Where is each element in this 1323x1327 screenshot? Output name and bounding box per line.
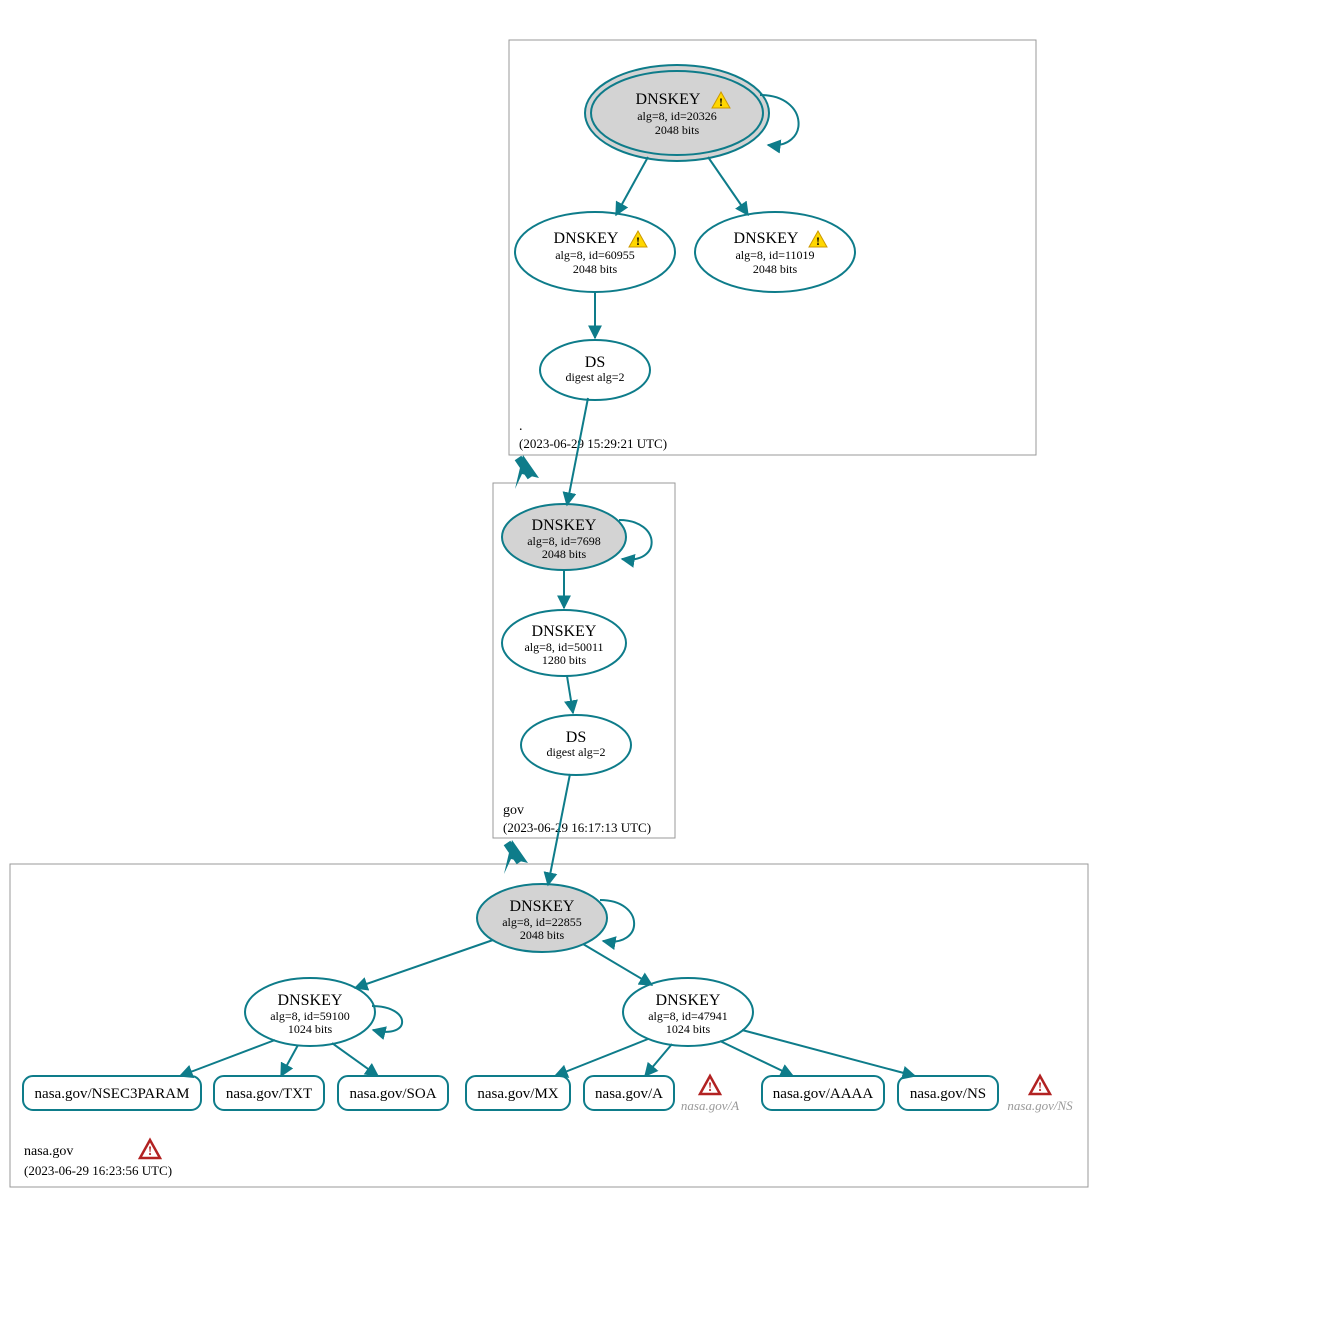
zone-ts-nasa: (2023-06-29 16:23:56 UTC) bbox=[24, 1163, 172, 1178]
node-root-zsk2: DNSKEY ! alg=8, id=11019 2048 bits bbox=[695, 212, 855, 292]
svg-text:alg=8, id=11019: alg=8, id=11019 bbox=[735, 248, 814, 262]
svg-text:DNSKEY: DNSKEY bbox=[554, 230, 619, 247]
svg-text:!: ! bbox=[816, 234, 820, 248]
svg-text:1280 bits: 1280 bits bbox=[542, 653, 587, 667]
edge bbox=[583, 944, 652, 985]
svg-text:DS: DS bbox=[585, 354, 605, 371]
svg-text:!: ! bbox=[708, 1079, 712, 1094]
node-root-zsk1: DNSKEY ! alg=8, id=60955 2048 bits bbox=[515, 212, 675, 292]
svg-text:DS: DS bbox=[566, 729, 586, 746]
zone-label-gov: gov bbox=[503, 803, 524, 818]
node-root-ds: DS digest alg=2 bbox=[540, 340, 650, 400]
edge bbox=[720, 1041, 793, 1076]
insecure-a-label: nasa.gov/A bbox=[681, 1098, 739, 1113]
zone-ts-root: (2023-06-29 15:29:21 UTC) bbox=[519, 436, 667, 451]
rr-txt: nasa.gov/TXT bbox=[214, 1076, 324, 1110]
svg-text:2048 bits: 2048 bits bbox=[520, 928, 565, 942]
svg-text:nasa.gov/AAAA: nasa.gov/AAAA bbox=[773, 1086, 874, 1102]
node-nasa-ksk: DNSKEY alg=8, id=22855 2048 bits bbox=[477, 884, 607, 952]
svg-text:!: ! bbox=[1038, 1079, 1042, 1094]
svg-text:2048 bits: 2048 bits bbox=[753, 262, 798, 276]
edge bbox=[567, 676, 573, 713]
svg-text:1024 bits: 1024 bits bbox=[288, 1022, 333, 1036]
svg-text:digest alg=2: digest alg=2 bbox=[565, 370, 624, 384]
svg-text:2048 bits: 2048 bits bbox=[573, 262, 618, 276]
insecure-ns-label: nasa.gov/NS bbox=[1007, 1098, 1073, 1113]
rr-soa: nasa.gov/SOA bbox=[338, 1076, 448, 1110]
rr-a: nasa.gov/A bbox=[584, 1076, 674, 1110]
svg-text:alg=8, id=59100: alg=8, id=59100 bbox=[270, 1009, 350, 1023]
svg-text:DNSKEY: DNSKEY bbox=[278, 992, 343, 1009]
svg-text:DNSKEY: DNSKEY bbox=[656, 992, 721, 1009]
rr-nsec3param: nasa.gov/NSEC3PARAM bbox=[23, 1076, 201, 1110]
rr-mx: nasa.gov/MX bbox=[466, 1076, 570, 1110]
rr-ns: nasa.gov/NS bbox=[898, 1076, 998, 1110]
edge bbox=[332, 1043, 378, 1076]
svg-text:nasa.gov/SOA: nasa.gov/SOA bbox=[349, 1086, 436, 1102]
node-root-ksk: DNSKEY ! alg=8, id=20326 2048 bits bbox=[585, 65, 769, 161]
insecure-a: ! bbox=[700, 1076, 720, 1094]
svg-text:!: ! bbox=[148, 1143, 152, 1158]
edge bbox=[180, 1040, 275, 1076]
svg-text:DNSKEY: DNSKEY bbox=[636, 91, 701, 108]
svg-text:alg=8, id=60955: alg=8, id=60955 bbox=[555, 248, 635, 262]
node-gov-ds: DS digest alg=2 bbox=[521, 715, 631, 775]
edge bbox=[708, 157, 748, 215]
svg-text:1024 bits: 1024 bits bbox=[666, 1022, 711, 1036]
svg-text:2048 bits: 2048 bits bbox=[542, 547, 587, 561]
node-line2: 2048 bits bbox=[655, 123, 700, 137]
node-nasa-zsk2: DNSKEY alg=8, id=47941 1024 bits bbox=[623, 978, 753, 1046]
svg-text:alg=8, id=7698: alg=8, id=7698 bbox=[527, 534, 601, 548]
edge-selfloop-nasa-zsk1 bbox=[372, 1006, 402, 1032]
svg-text:digest alg=2: digest alg=2 bbox=[546, 745, 605, 759]
edge bbox=[355, 940, 493, 988]
node-gov-ksk: DNSKEY alg=8, id=7698 2048 bits bbox=[502, 504, 626, 570]
zone-ts-gov: (2023-06-29 16:17:13 UTC) bbox=[503, 820, 651, 835]
svg-text:!: ! bbox=[719, 95, 723, 109]
svg-text:DNSKEY: DNSKEY bbox=[734, 230, 799, 247]
svg-text:DNSKEY: DNSKEY bbox=[532, 517, 597, 534]
svg-text:nasa.gov/NSEC3PARAM: nasa.gov/NSEC3PARAM bbox=[35, 1086, 190, 1102]
edge bbox=[616, 157, 648, 215]
svg-text:!: ! bbox=[636, 234, 640, 248]
node-line1: alg=8, id=20326 bbox=[637, 109, 717, 123]
edge bbox=[555, 1039, 648, 1076]
svg-text:alg=8, id=50011: alg=8, id=50011 bbox=[524, 640, 603, 654]
edge bbox=[567, 398, 588, 505]
svg-text:alg=8, id=47941: alg=8, id=47941 bbox=[648, 1009, 728, 1023]
node-gov-zsk: DNSKEY alg=8, id=50011 1280 bits bbox=[502, 610, 626, 676]
edge bbox=[742, 1030, 915, 1076]
insecure-ns: ! bbox=[1030, 1076, 1050, 1094]
svg-text:DNSKEY: DNSKEY bbox=[510, 898, 575, 915]
edge bbox=[281, 1045, 298, 1076]
node-title: DNSKEY bbox=[636, 91, 701, 108]
svg-text:nasa.gov/A: nasa.gov/A bbox=[595, 1086, 663, 1102]
svg-text:alg=8, id=22855: alg=8, id=22855 bbox=[502, 915, 582, 929]
svg-text:nasa.gov/TXT: nasa.gov/TXT bbox=[226, 1086, 312, 1102]
warning-icon-red: ! bbox=[140, 1140, 160, 1158]
svg-text:nasa.gov/NS: nasa.gov/NS bbox=[910, 1086, 986, 1102]
zone-label-root: . bbox=[519, 419, 523, 434]
svg-text:nasa.gov/MX: nasa.gov/MX bbox=[477, 1086, 558, 1102]
rr-aaaa: nasa.gov/AAAA bbox=[762, 1076, 884, 1110]
edge bbox=[645, 1044, 672, 1076]
svg-text:DNSKEY: DNSKEY bbox=[532, 623, 597, 640]
zone-label-nasa: nasa.gov bbox=[24, 1144, 73, 1159]
